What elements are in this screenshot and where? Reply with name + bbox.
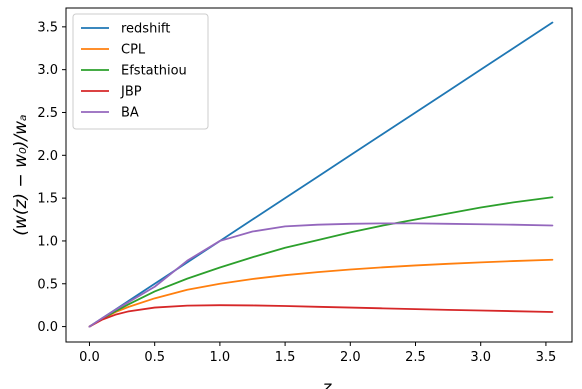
legend-label-redshift: redshift xyxy=(121,22,170,37)
y-axis: 0.0 0.5 1.0 1.5 2.0 2.5 3.0 3.5 xyxy=(37,20,66,335)
x-tick-label: 3.0 xyxy=(470,350,491,365)
x-axis: 0.0 0.5 1.0 1.5 2.0 2.5 3.0 3.5 xyxy=(79,342,556,365)
legend-label-ba: BA xyxy=(121,106,139,121)
y-tick-label: 0.0 xyxy=(37,320,58,335)
legend-label-efstathiou: Efstathiou xyxy=(121,64,187,79)
y-tick-label: 1.5 xyxy=(37,192,58,207)
legend: redshift CPL Efstathiou JBP BA xyxy=(72,13,209,130)
series-line-cpl xyxy=(88,258,554,328)
series-line-jbp xyxy=(88,304,554,328)
x-tick-label: 0.5 xyxy=(144,350,165,365)
y-axis-label: (w(z) − w₀)/wₐ xyxy=(11,114,31,235)
legend-label-cpl: CPL xyxy=(121,43,146,58)
x-tick-label: 3.5 xyxy=(536,350,557,365)
y-tick-label: 2.0 xyxy=(37,149,58,164)
series-line-ba xyxy=(88,222,554,328)
legend-box xyxy=(72,13,209,130)
series-line-efstathiou xyxy=(88,196,554,328)
series-lines xyxy=(88,21,554,328)
x-axis-label: z xyxy=(322,378,333,389)
y-tick-label: 3.5 xyxy=(37,20,58,35)
x-tick-label: 2.5 xyxy=(405,350,426,365)
y-tick-label: 2.5 xyxy=(37,106,58,121)
y-tick-label: 1.0 xyxy=(37,234,58,249)
y-tick-label: 0.5 xyxy=(37,277,58,292)
x-tick-label: 1.5 xyxy=(275,350,296,365)
plot-frame xyxy=(65,7,573,343)
y-tick-label: 3.0 xyxy=(37,63,58,78)
x-tick-label: 0.0 xyxy=(79,350,100,365)
x-tick-label: 1.0 xyxy=(210,350,231,365)
legend-label-jbp: JBP xyxy=(120,85,142,100)
x-tick-label: 2.0 xyxy=(340,350,361,365)
